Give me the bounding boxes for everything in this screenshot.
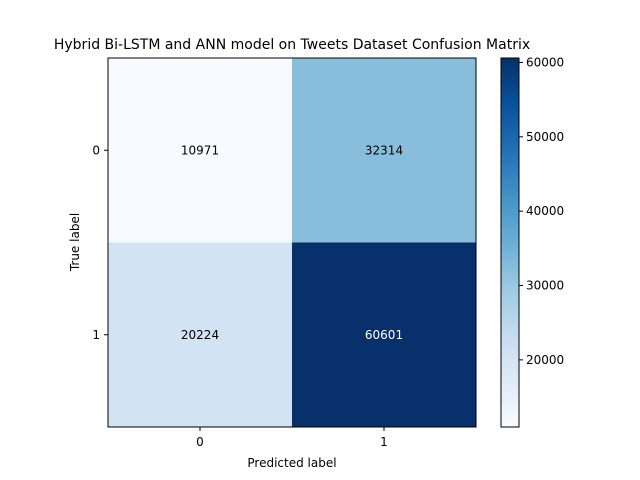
plot-frame xyxy=(107,57,477,428)
x-tick-label: 0 xyxy=(196,435,204,449)
colorbar-tick-label: 60000 xyxy=(526,55,564,69)
colorbar-tick-label: 50000 xyxy=(526,130,564,144)
heatmap-cell xyxy=(108,58,292,243)
y-tick-label: 0 xyxy=(92,143,100,157)
x-axis-label: Predicted label xyxy=(247,456,336,470)
colorbar-ticks: 20000 30000 40000 50000 60000 xyxy=(519,55,564,367)
cell-value-label: 32314 xyxy=(365,143,403,157)
y-axis-label: True label xyxy=(68,213,82,272)
colorbar: 20000 30000 40000 50000 60000 xyxy=(500,55,564,428)
heatmap-cells: 10971 32314 20224 60601 xyxy=(108,58,476,427)
cell-value-label: 60601 xyxy=(365,328,403,342)
colorbar-tick-label: 20000 xyxy=(526,353,564,367)
cell-value-label: 10971 xyxy=(181,143,219,157)
colorbar-tick-label: 40000 xyxy=(526,204,564,218)
x-tick-label: 1 xyxy=(380,435,388,449)
heatmap-cell xyxy=(108,242,292,427)
y-tick-label: 1 xyxy=(92,328,100,342)
colorbar-gradient xyxy=(500,57,520,428)
chart-title: Hybrid Bi-LSTM and ANN model on Tweets D… xyxy=(54,37,530,53)
cell-value-label: 20224 xyxy=(181,328,219,342)
y-axis: 01 xyxy=(92,143,108,342)
colorbar-tick-label: 30000 xyxy=(526,279,564,293)
heatmap-cell xyxy=(292,58,476,243)
heatmap-cell xyxy=(292,242,476,427)
